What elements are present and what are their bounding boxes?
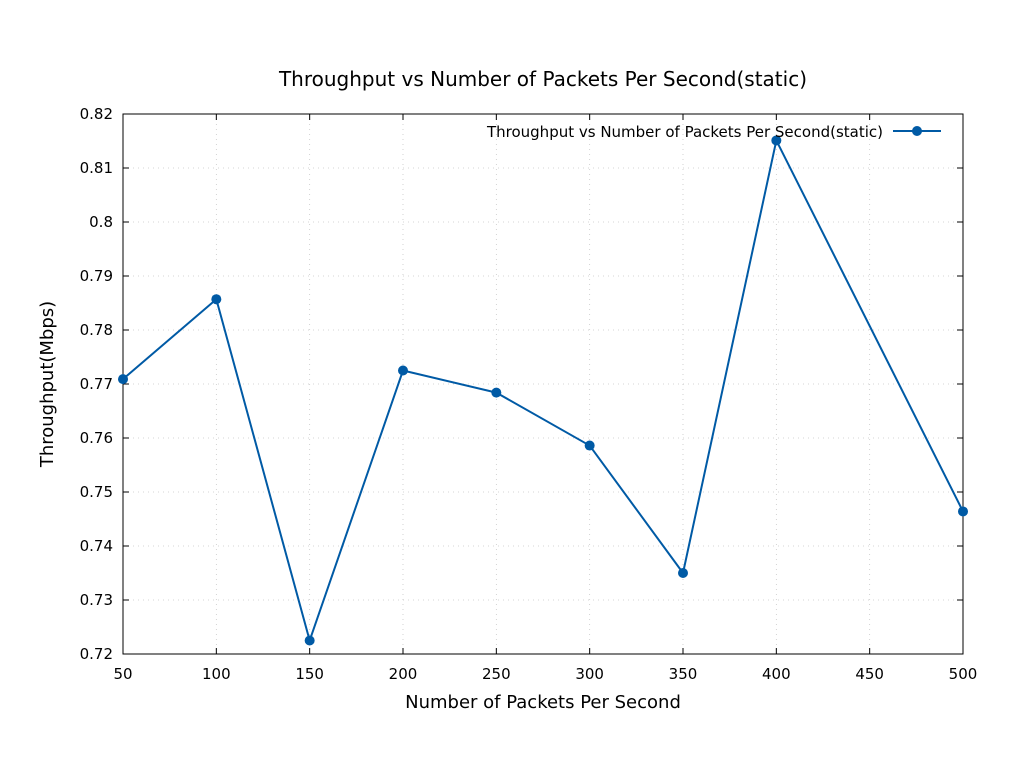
y-tick-label: 0.73 — [80, 591, 113, 609]
grid — [123, 114, 963, 654]
x-tick-label: 350 — [669, 665, 698, 683]
y-tick-label: 0.76 — [80, 429, 113, 447]
y-tick-label: 0.81 — [80, 159, 113, 177]
x-tick-label: 450 — [855, 665, 884, 683]
data-point — [118, 374, 128, 385]
y-tick-label: 0.79 — [80, 267, 113, 285]
x-tick-label: 150 — [295, 665, 324, 683]
x-tick-label: 500 — [949, 665, 978, 683]
y-tick-label: 0.77 — [80, 375, 113, 393]
y-tick-label: 0.78 — [80, 321, 113, 339]
data-point — [398, 365, 408, 376]
y-tick-label: 0.75 — [80, 483, 113, 501]
data-point — [584, 440, 595, 451]
x-tick-label: 400 — [762, 665, 791, 683]
data-point — [958, 506, 968, 517]
legend-label: Throughput vs Number of Packets Per Seco… — [486, 123, 883, 141]
x-tick-label: 250 — [482, 665, 511, 683]
data-point — [678, 568, 688, 578]
x-axis-label: Number of Packets Per Second — [405, 692, 681, 713]
x-tick-label: 200 — [389, 665, 418, 683]
y-tick-label: 0.72 — [80, 645, 113, 663]
y-axis-label: Throughput(Mbps) — [37, 301, 58, 468]
x-tick-label: 100 — [202, 665, 231, 683]
data-point — [211, 294, 222, 305]
data-point — [491, 387, 502, 398]
y-tick-label: 0.82 — [80, 105, 113, 123]
x-tick-label: 50 — [113, 665, 132, 683]
y-axis-tick-labels: 0.72 0.73 0.74 0.75 0.76 0.77 0.78 0.79 0.8 0.81 0… — [80, 105, 113, 663]
series-layer — [118, 135, 968, 646]
legend-marker — [912, 126, 922, 136]
legend: Throughput vs Number of Packets Per Seco… — [486, 123, 941, 141]
data-point — [771, 135, 782, 146]
data-point — [304, 635, 315, 646]
axis-ticks — [122, 113, 964, 655]
series-line — [122, 139, 964, 642]
y-tick-label: 0.8 — [89, 213, 113, 231]
y-tick-label: 0.74 — [80, 537, 113, 555]
chart-title: Throughput vs Number of Packets Per Seco… — [278, 67, 807, 91]
x-tick-label: 300 — [575, 665, 604, 683]
x-axis-tick-labels: 50 100 150 200 250 300 350 400 450 500 — [113, 665, 977, 683]
